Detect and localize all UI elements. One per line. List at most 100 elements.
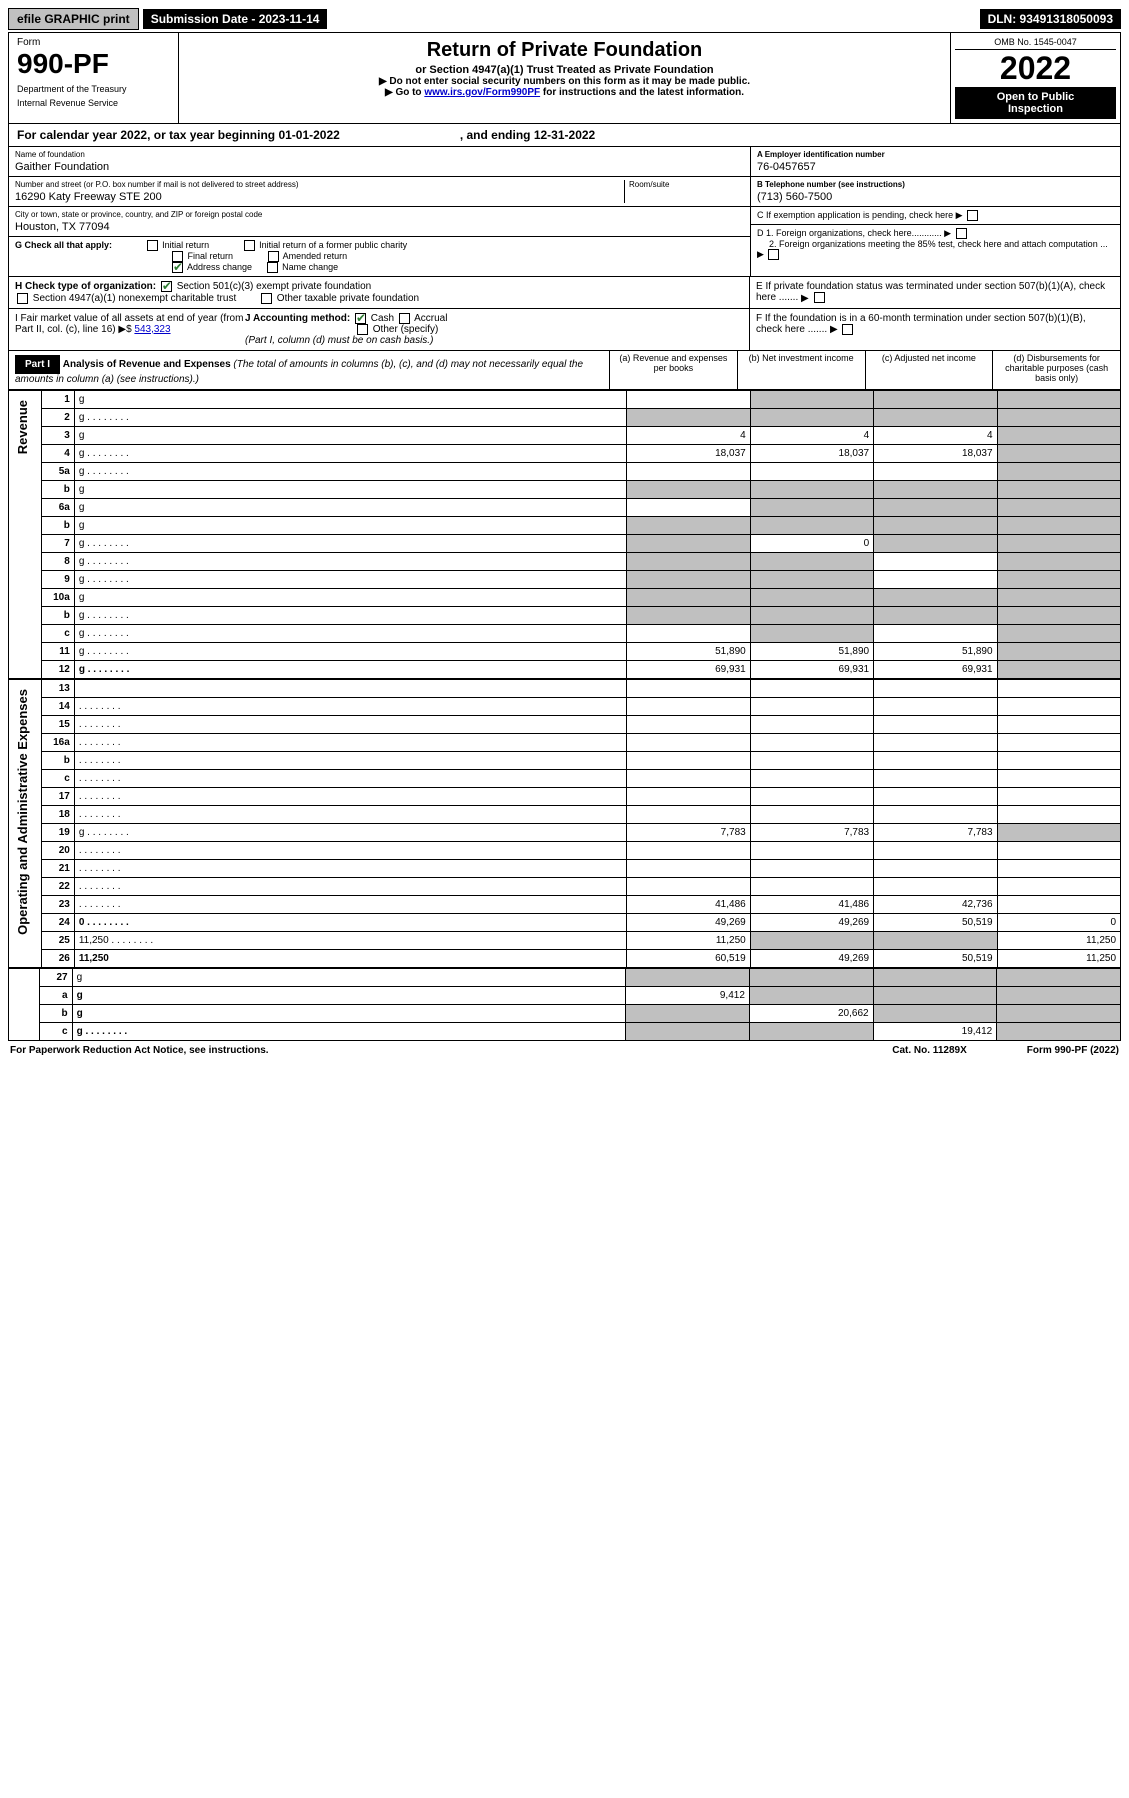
- col-a-value: [627, 552, 750, 570]
- col-d-value: [997, 986, 1121, 1004]
- col-c-value: [874, 931, 997, 949]
- line-description: . . . . . . . .: [74, 715, 626, 733]
- side-spacer: [9, 968, 40, 1040]
- cal-year-end: , and ending 12-31-2022: [460, 128, 595, 142]
- col-b-value: 20,662: [749, 1004, 873, 1022]
- table-row: 2611,25060,51949,26950,51911,250: [9, 949, 1121, 967]
- form-link[interactable]: www.irs.gov/Form990PF: [424, 87, 540, 98]
- col-c-value: 42,736: [874, 895, 997, 913]
- submission-date: Submission Date - 2023-11-14: [143, 9, 328, 29]
- col-c-value: [874, 697, 997, 715]
- line-description: . . . . . . . .: [74, 895, 626, 913]
- table-row: bg: [9, 480, 1121, 498]
- line-number: 27: [39, 968, 72, 986]
- form-header: Form 990-PF Department of the Treasury I…: [8, 32, 1121, 124]
- col-a-value: [627, 859, 750, 877]
- exemption-pending-checkbox[interactable]: [967, 210, 978, 221]
- col-b-value: [750, 697, 873, 715]
- col-c-value: [873, 986, 997, 1004]
- col-b-value: [750, 877, 873, 895]
- col-d-value: [997, 877, 1120, 895]
- table-row: 3g444: [9, 426, 1121, 444]
- col-b-value: [749, 968, 873, 986]
- 4947a1-checkbox[interactable]: [17, 293, 28, 304]
- col-c-value: [874, 390, 997, 408]
- table-row: 240 . . . . . . . .49,26949,26950,5190: [9, 913, 1121, 931]
- street-address: 16290 Katy Freeway STE 200: [15, 191, 624, 203]
- col-a-value: [627, 570, 750, 588]
- col-d-value: [997, 751, 1120, 769]
- col-d-value: 0: [997, 913, 1120, 931]
- name-change-checkbox[interactable]: [267, 262, 278, 273]
- col-a-value: 69,931: [627, 660, 750, 678]
- col-c-value: [874, 588, 997, 606]
- col-d-value: [997, 642, 1120, 660]
- col-a-value: 41,486: [627, 895, 750, 913]
- top-bar: efile GRAPHIC print Submission Date - 20…: [8, 8, 1121, 30]
- goto-note: ▶ Go to www.irs.gov/Form990PF for instru…: [187, 87, 942, 98]
- table-row: 4g . . . . . . . .18,03718,03718,037: [9, 444, 1121, 462]
- col-b-value: [750, 715, 873, 733]
- 501c3-checkbox[interactable]: [161, 281, 172, 292]
- col-d-value: [997, 787, 1120, 805]
- col-b-value: 4: [750, 426, 873, 444]
- info-grid: Name of foundation Gaither Foundation Nu…: [8, 147, 1121, 277]
- table-row: bg . . . . . . . .: [9, 606, 1121, 624]
- col-c-value: [874, 733, 997, 751]
- dept-irs: Internal Revenue Service: [17, 98, 170, 108]
- line-number: 17: [41, 787, 74, 805]
- table-row: 17 . . . . . . . .: [9, 787, 1121, 805]
- accrual-checkbox[interactable]: [399, 313, 410, 324]
- ein-cell: A Employer identification number 76-0457…: [751, 147, 1120, 177]
- col-c-value: 7,783: [874, 823, 997, 841]
- col-b-value: [750, 498, 873, 516]
- table-row: c . . . . . . . .: [9, 769, 1121, 787]
- col-b-value: 49,269: [750, 949, 873, 967]
- table-row: 9g . . . . . . . .: [9, 570, 1121, 588]
- efile-button[interactable]: efile GRAPHIC print: [8, 8, 139, 30]
- col-a-value: [627, 769, 750, 787]
- line-number: 2: [41, 408, 74, 426]
- col-d-value: [997, 769, 1120, 787]
- line-number: 23: [41, 895, 74, 913]
- col-c-value: [874, 877, 997, 895]
- col-a-value: [627, 516, 750, 534]
- line-number: 7: [41, 534, 74, 552]
- line-description: . . . . . . . .: [74, 877, 626, 895]
- line-number: b: [41, 751, 74, 769]
- col-d-value: [997, 444, 1120, 462]
- col-d-value: [997, 426, 1120, 444]
- col-c-value: [874, 606, 997, 624]
- former-charity-checkbox[interactable]: [244, 240, 255, 251]
- table-row: 16a . . . . . . . .: [9, 733, 1121, 751]
- line-description: g . . . . . . . .: [74, 534, 626, 552]
- line-number: 6a: [41, 498, 74, 516]
- col-d-value: [997, 841, 1120, 859]
- foreign-85-checkbox[interactable]: [768, 249, 779, 260]
- col-b-value: [750, 751, 873, 769]
- other-method-checkbox[interactable]: [357, 324, 368, 335]
- terminated-checkbox[interactable]: [814, 292, 825, 303]
- foreign-org-checkbox[interactable]: [956, 228, 967, 239]
- line-description: . . . . . . . .: [74, 697, 626, 715]
- address-change-checkbox[interactable]: [172, 262, 183, 273]
- fmv-value[interactable]: 543,323: [134, 324, 170, 335]
- line-number: c: [41, 769, 74, 787]
- amended-return-checkbox[interactable]: [268, 251, 279, 262]
- ij-section: I Fair market value of all assets at end…: [9, 309, 750, 350]
- other-taxable-checkbox[interactable]: [261, 293, 272, 304]
- h-section: H Check type of organization: Section 50…: [9, 277, 750, 307]
- phone-cell: B Telephone number (see instructions) (7…: [751, 177, 1120, 207]
- col-a-value: 60,519: [627, 949, 750, 967]
- table-row: bg20,662: [9, 1004, 1121, 1022]
- col-b-value: [750, 624, 873, 642]
- cash-checkbox[interactable]: [355, 313, 366, 324]
- initial-return-checkbox[interactable]: [147, 240, 158, 251]
- col-c-value: [874, 751, 997, 769]
- revenue-table: Revenue1g2g . . . . . . . .3g4444g . . .…: [8, 390, 1121, 679]
- line-description: g . . . . . . . .: [74, 624, 626, 642]
- line-number: 18: [41, 805, 74, 823]
- col-b-value: [750, 552, 873, 570]
- 60month-checkbox[interactable]: [842, 324, 853, 335]
- table-row: 27g: [9, 968, 1121, 986]
